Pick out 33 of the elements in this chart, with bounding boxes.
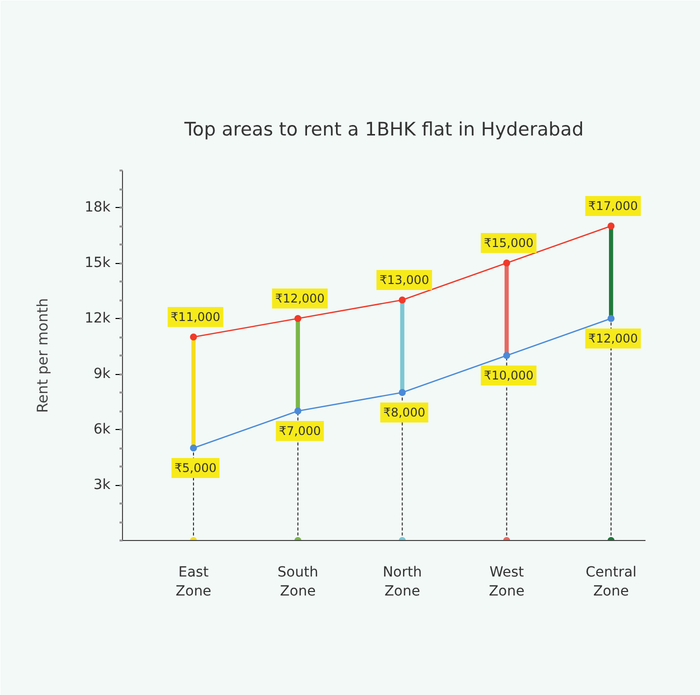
y-tick-label: 18k [84,200,112,216]
data-label: ₹12,000 [588,332,638,346]
y-tick-label: 6k [93,422,112,438]
y-axis-title: Rent per month [34,298,52,413]
data-label: ₹5,000 [174,461,216,475]
data-label: ₹7,000 [278,424,321,438]
point [398,389,406,396]
data-label: ₹17,000 [588,199,638,213]
x-tick-label: East Zone [176,564,212,600]
point [503,352,510,359]
data-label: ₹11,000 [170,310,220,324]
x-tick-label: Central Zone [586,564,637,600]
point [190,444,197,452]
point [398,296,406,304]
chart-title: Top areas to rent a 1BHK flat in Hyderabad [183,120,584,140]
point [294,315,302,322]
y-tick-label: 3k [93,477,112,493]
y-tick-label: 12k [84,310,112,326]
x-tick-label: South Zone [278,564,318,600]
data-label: ₹8,000 [383,406,426,420]
x-tick-label: North Zone [382,564,422,600]
point [294,408,302,414]
point [190,334,197,340]
point [608,222,615,230]
x-tick-label: West Zone [488,564,524,600]
data-label: ₹10,000 [484,368,534,382]
data-label: ₹12,000 [275,292,325,306]
y-tick-label: 15k [84,255,112,271]
point [503,260,510,266]
data-label: ₹15,000 [484,236,534,250]
y-tick-label: 9k [93,366,112,382]
point [608,315,615,322]
data-label: ₹13,000 [379,273,430,287]
